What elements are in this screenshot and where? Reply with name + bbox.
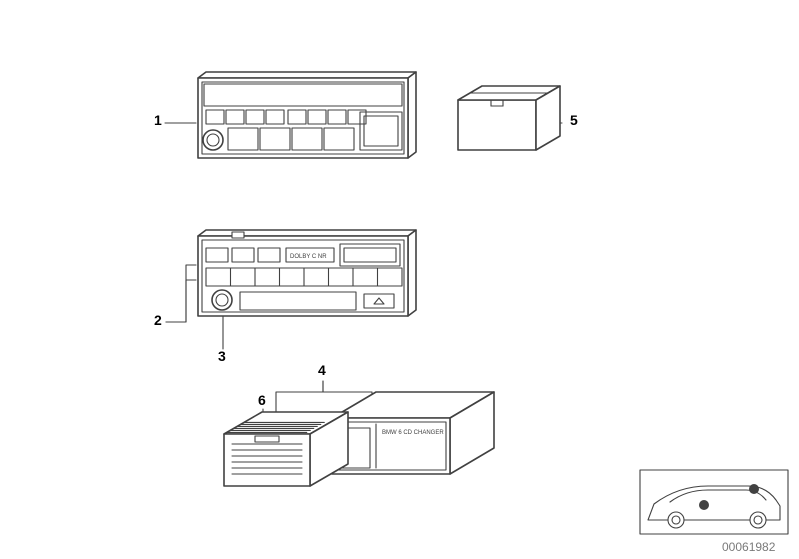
callout-5: 5 <box>570 112 578 128</box>
callout-2: 2 <box>154 312 162 328</box>
svg-text:BMW 6 CD CHANGER: BMW 6 CD CHANGER <box>382 430 444 436</box>
svg-text:DOLBY C NR: DOLBY C NR <box>290 254 327 260</box>
diagram-svg: DOLBY C NR BMW 6 CD CHANGER <box>0 0 799 559</box>
callout-1: 1 <box>154 112 162 128</box>
callout-4: 4 <box>318 362 326 378</box>
callout-6: 6 <box>258 392 266 408</box>
diagram-root: { "canvas": { "width": 799, "height": 55… <box>0 0 799 559</box>
callout-3: 3 <box>218 348 226 364</box>
part-number: 00061982 <box>722 540 775 554</box>
